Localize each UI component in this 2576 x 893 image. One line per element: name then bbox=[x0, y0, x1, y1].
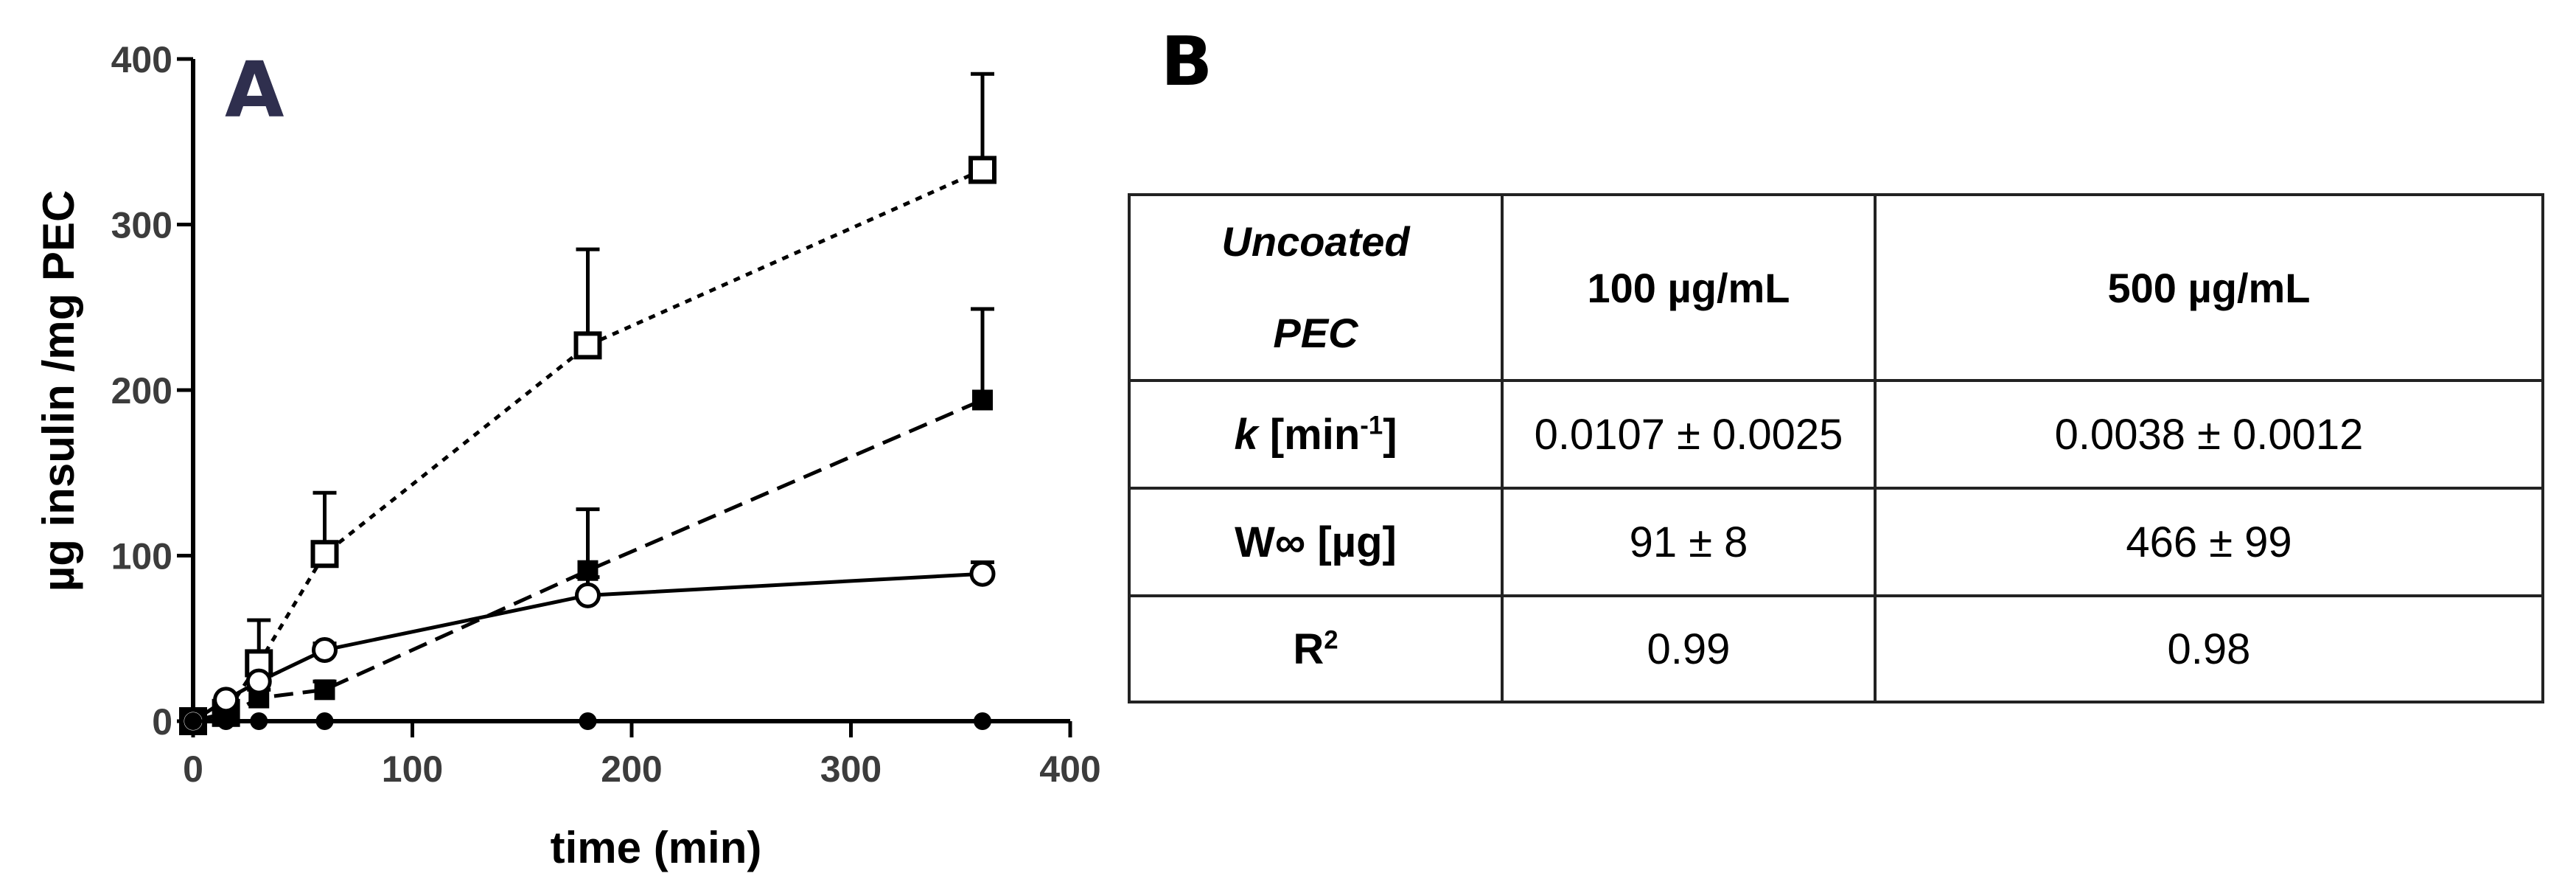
data-point bbox=[575, 582, 601, 608]
data-point bbox=[315, 712, 334, 730]
table-header-row: Uncoated PEC 100 µg/mL 500 µg/mL bbox=[1128, 193, 2544, 382]
x-tick-label: 100 bbox=[382, 748, 443, 790]
series-layer bbox=[179, 72, 996, 735]
table-corner-cell: Uncoated PEC bbox=[1128, 193, 1504, 382]
data-point bbox=[573, 331, 602, 360]
table-row: R2 0.99 0.98 bbox=[1128, 594, 2544, 703]
table-cell: 0.99 bbox=[1501, 594, 1877, 703]
data-point bbox=[969, 560, 996, 587]
y-tick-label: 300 bbox=[111, 205, 172, 246]
row-label-main: k bbox=[1234, 410, 1258, 459]
tick-labels: 0 100 200 300 400 0 100 200 300 400 bbox=[111, 39, 1101, 790]
data-point bbox=[314, 679, 335, 701]
y-tick-label: 400 bbox=[111, 39, 172, 80]
panel-b-label: B bbox=[1161, 22, 1213, 101]
y-tick-label: 200 bbox=[111, 370, 172, 411]
column-header: 100 µg/mL bbox=[1501, 193, 1877, 382]
table-row: k [min-1] 0.0107 ± 0.0025 0.0038 ± 0.001… bbox=[1128, 379, 2544, 490]
row-label-main: R bbox=[1293, 625, 1324, 673]
x-tick-label: 400 bbox=[1039, 748, 1100, 790]
axes bbox=[177, 57, 1072, 737]
table-cell: 0.0038 ± 0.0012 bbox=[1874, 379, 2544, 490]
data-point bbox=[245, 668, 272, 695]
series-2 bbox=[183, 307, 994, 732]
data-point bbox=[579, 712, 597, 730]
parameter-table: Uncoated PEC 100 µg/mL 500 µg/mL k [min-… bbox=[1128, 193, 2544, 703]
y-tick-label: 100 bbox=[111, 536, 172, 577]
table-cell: 91 ± 8 bbox=[1501, 487, 1877, 597]
x-axis-title: time (min) bbox=[551, 823, 762, 872]
y-axis-title: µg insulin /mg PEC bbox=[34, 190, 83, 592]
data-point bbox=[213, 687, 240, 713]
row-label-r2: R2 bbox=[1128, 594, 1504, 703]
series-line bbox=[192, 398, 983, 723]
row-label-sup: -1 bbox=[1360, 411, 1383, 440]
series-4 bbox=[184, 712, 991, 730]
y-tick-label: 0 bbox=[152, 701, 172, 743]
column-header: 500 µg/mL bbox=[1874, 193, 2544, 382]
table-cell: 0.98 bbox=[1874, 594, 2544, 703]
panel-a-label: A bbox=[225, 45, 285, 135]
table-row: W∞ [µg] 91 ± 8 466 ± 99 bbox=[1128, 487, 2544, 597]
table-cell: 0.0107 ± 0.0025 bbox=[1501, 379, 1877, 490]
series-3 bbox=[180, 560, 996, 734]
row-label-main: W∞ bbox=[1235, 518, 1318, 566]
corner-line-1: Uncoated bbox=[1221, 218, 1410, 265]
corner-line-2: PEC bbox=[1273, 310, 1358, 356]
x-tick-label: 0 bbox=[183, 748, 203, 790]
data-point bbox=[217, 712, 235, 730]
table-cell: 466 ± 99 bbox=[1874, 487, 2544, 597]
data-point bbox=[250, 712, 268, 730]
row-label-rest: [min bbox=[1257, 410, 1361, 459]
row-label-sup: 2 bbox=[1324, 625, 1338, 655]
data-point bbox=[184, 712, 202, 730]
row-label-rest: [µg] bbox=[1317, 518, 1397, 566]
series-1 bbox=[179, 72, 996, 735]
data-point bbox=[312, 636, 338, 663]
data-point bbox=[968, 156, 996, 184]
row-label-end: ] bbox=[1383, 410, 1397, 459]
row-label-k: k [min-1] bbox=[1128, 379, 1504, 490]
data-point bbox=[972, 389, 993, 411]
x-tick-label: 200 bbox=[601, 748, 662, 790]
data-point bbox=[310, 540, 339, 569]
row-label-w: W∞ [µg] bbox=[1128, 487, 1504, 597]
data-point bbox=[974, 712, 991, 730]
x-tick-label: 300 bbox=[820, 748, 882, 790]
